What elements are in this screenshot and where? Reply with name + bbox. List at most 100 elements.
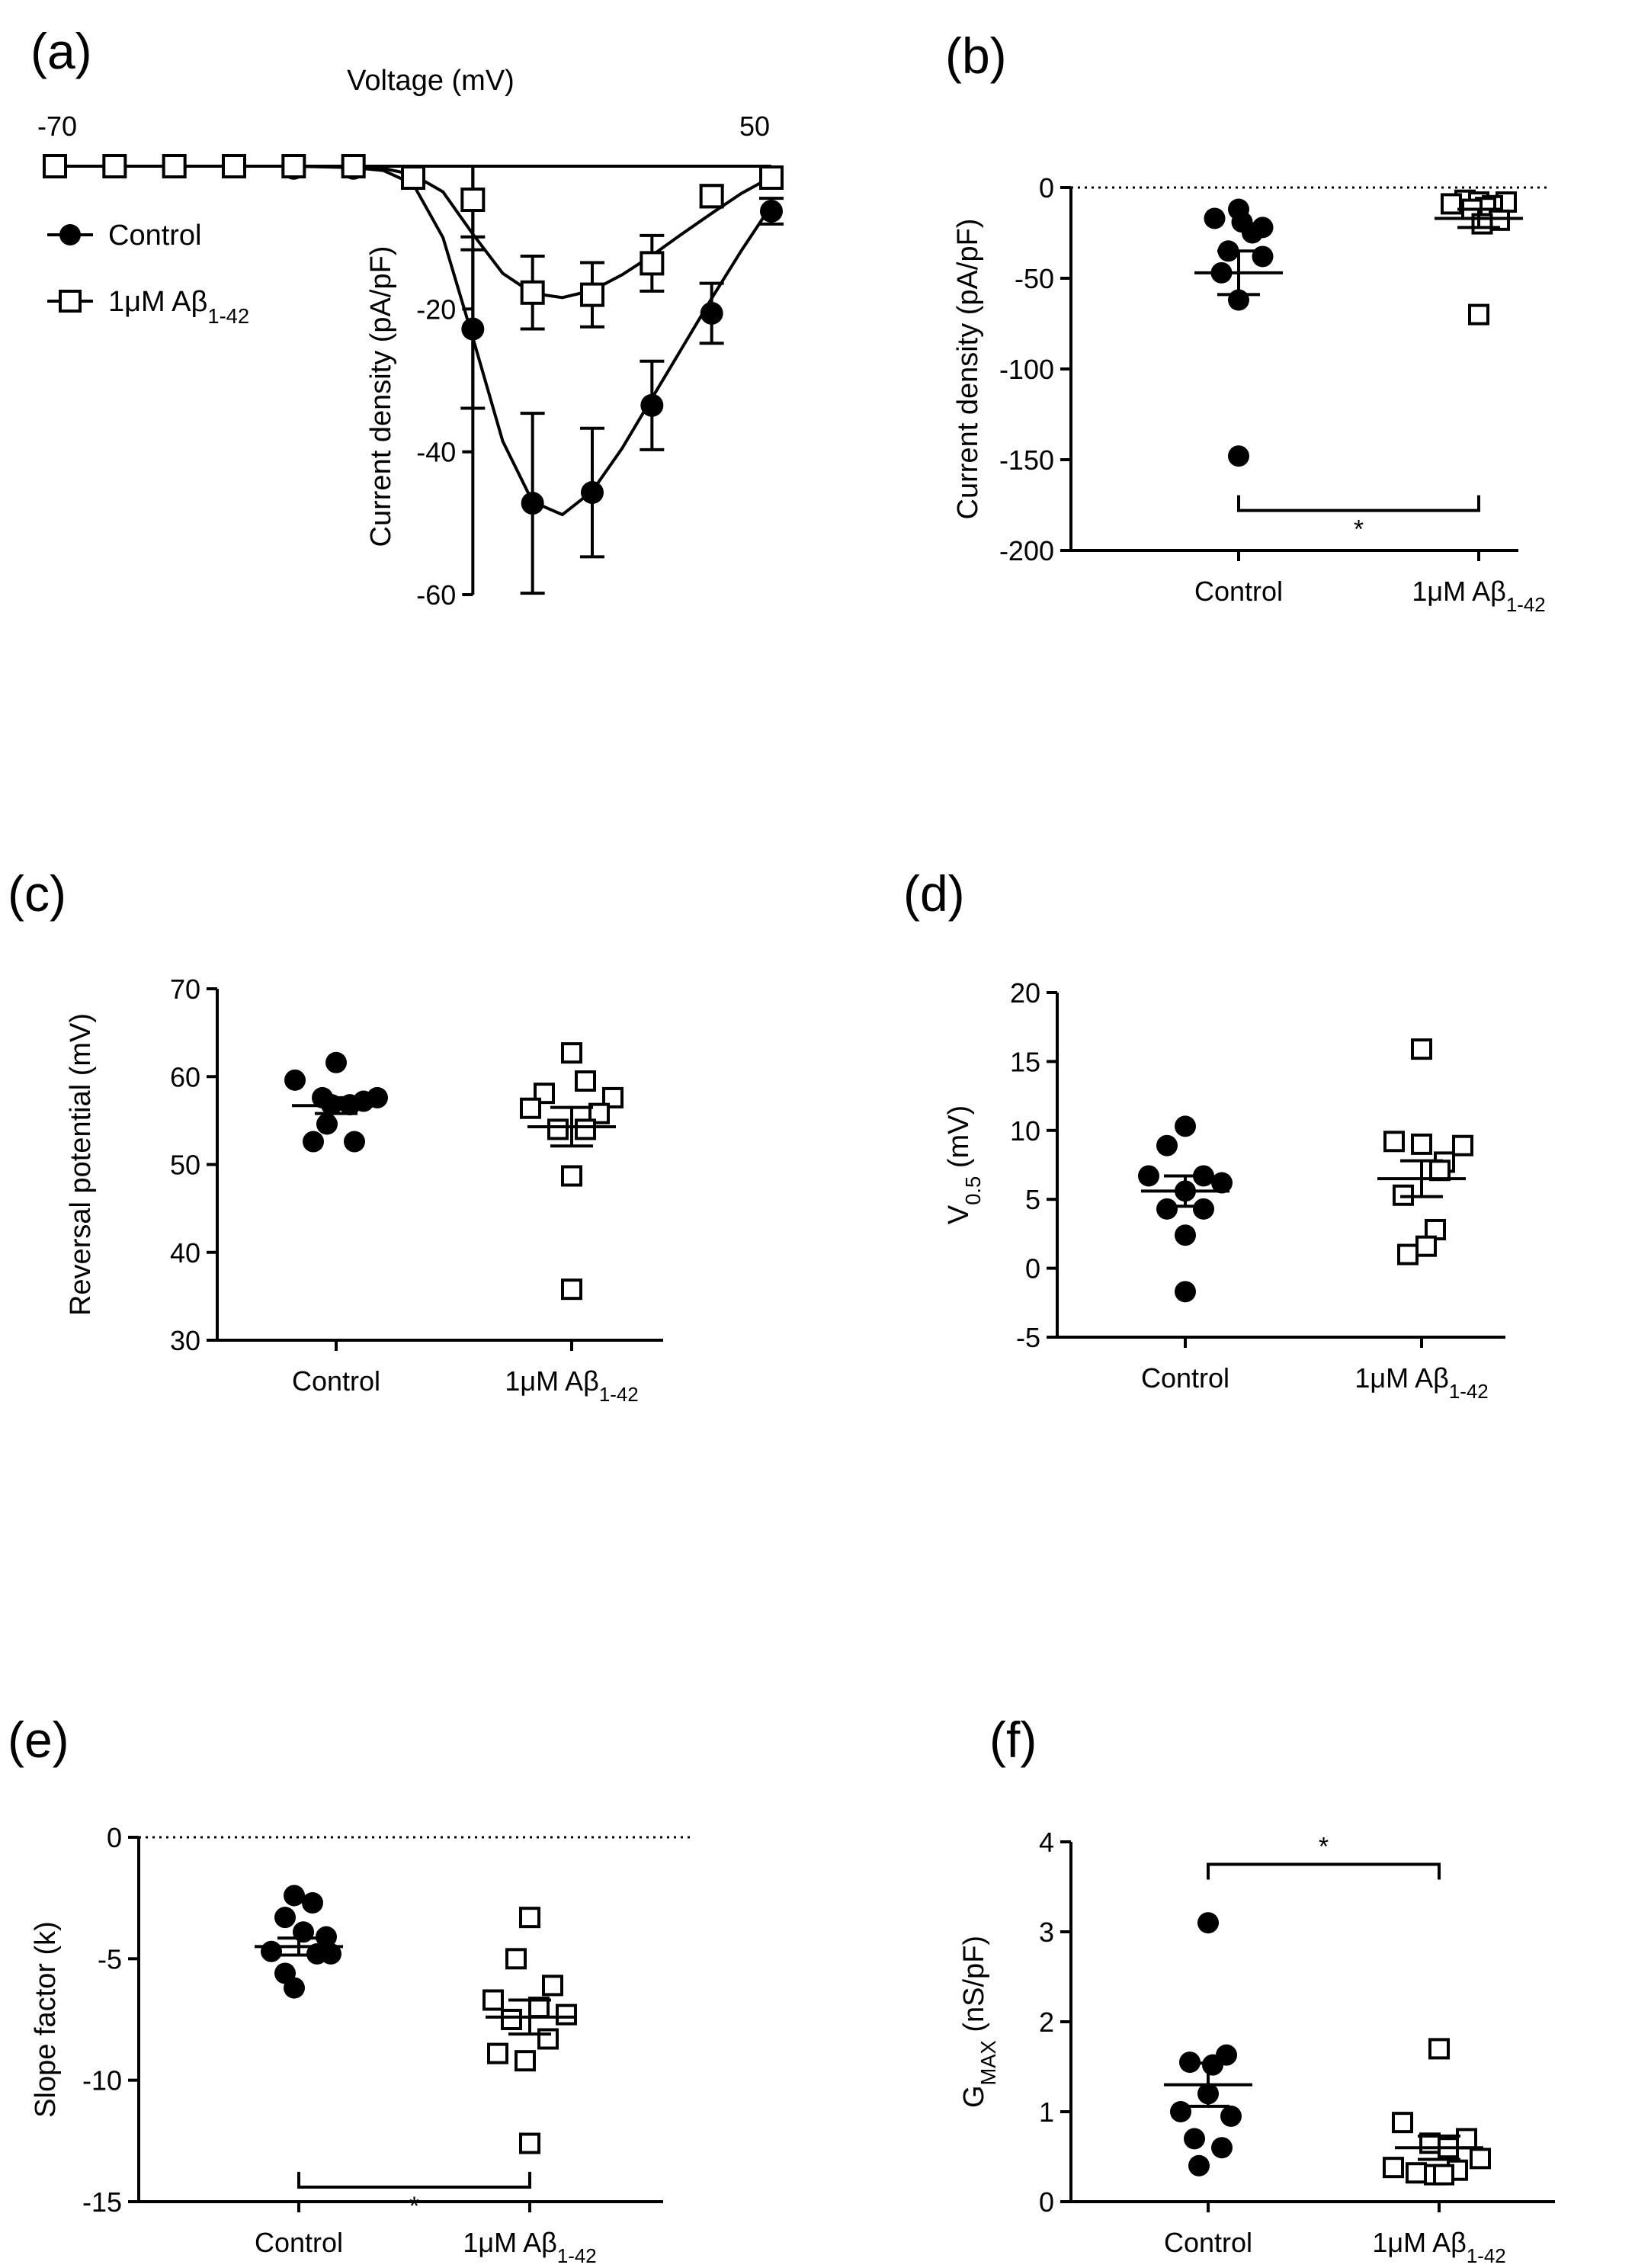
- category-label-abeta-main: 1μM Aβ: [505, 1365, 599, 1397]
- y-tick-label: -15: [82, 2186, 122, 2218]
- abeta-data-point: [222, 154, 246, 178]
- panel-d: (d) -5 0 5 10 15 20 V0.5 (mV) Control 1μM Aβ1-42: [903, 865, 1505, 1403]
- abeta-data-point: [281, 154, 306, 178]
- significance-bracket: *: [297, 2171, 531, 2221]
- significance-star: *: [1354, 515, 1364, 544]
- control-data-point: [700, 301, 723, 325]
- category-label-control: Control: [255, 2227, 343, 2258]
- y-tick-label: 15: [1010, 1046, 1040, 1077]
- control-data-point: [1220, 2105, 1242, 2127]
- category-label-abeta-main: 1μM Aβ: [1372, 2227, 1467, 2258]
- legend-label-abeta-sub: 1-42: [207, 304, 249, 328]
- y-tick-label: -5: [98, 1943, 122, 1974]
- category-label-abeta-main: 1μM Aβ: [463, 2227, 557, 2258]
- abeta-data-point: [341, 154, 366, 178]
- control-data-point: [1138, 1165, 1159, 1187]
- abeta-data-point: [515, 2050, 536, 2072]
- y-tick-label: -60: [416, 579, 456, 611]
- y-axis-label: V0.5 (mV): [943, 1105, 985, 1224]
- control-data-point: [1252, 245, 1274, 268]
- abeta-data-point: [1411, 1133, 1432, 1155]
- significance-star: *: [1319, 1833, 1329, 1862]
- legend-label-control: Control: [108, 220, 202, 252]
- abeta-data-point: [1470, 2148, 1491, 2170]
- y-axis-label-tail: (nS/pF): [958, 1936, 990, 2040]
- control-data-point: [284, 1977, 305, 1999]
- category-label-abeta: 1μM Aβ1-42: [463, 2227, 596, 2267]
- control-data-point: [302, 1892, 323, 1914]
- legend-marker-abeta: [59, 290, 82, 313]
- y-tick-label: 2: [1039, 2007, 1054, 2038]
- abeta-data-point: [460, 188, 486, 213]
- y-tick-label: -5: [1016, 1322, 1040, 1353]
- legend-label-abeta: 1μM Aβ1-42: [108, 286, 249, 328]
- y-axis-label: Slope factor (k): [30, 1921, 62, 2118]
- control-data-point: [1202, 2054, 1223, 2076]
- panel-label: (d): [903, 865, 965, 922]
- y-tick-label: 3: [1039, 1917, 1054, 1948]
- y-tick-label: 1: [1039, 2096, 1054, 2128]
- category-label-abeta-sub: 1-42: [599, 1384, 639, 1406]
- control-data-point: [1211, 2137, 1233, 2159]
- panel-b: (b) 0 -50 -100 -150 -200 Current density (pA/p…: [945, 27, 1549, 616]
- abeta-data-point: [1452, 1134, 1473, 1156]
- panel-e: (e) 0 -5 -10 -15 Slope factor (k) Control 1μM A…: [8, 1711, 694, 2267]
- x-tick-label: -70: [37, 111, 77, 142]
- abeta-data-point: [401, 165, 425, 190]
- abeta-data-point: [520, 280, 545, 305]
- y-axis-label-main: V: [943, 1205, 975, 1224]
- abeta-data-point: [561, 1278, 582, 1301]
- y-tick-label: 0: [1039, 2186, 1054, 2218]
- y-tick-label: 0: [1039, 172, 1054, 204]
- x-axis-label: Voltage (mV): [347, 65, 515, 97]
- control-data-point: [461, 317, 485, 341]
- y-tick-label: 10: [1010, 1115, 1040, 1147]
- category-label-control: Control: [1141, 1362, 1229, 1394]
- abeta-data-point: [580, 282, 604, 307]
- control-data-point: [284, 1069, 306, 1091]
- control-data-point: [581, 481, 604, 505]
- significance-bracket-line: [1237, 495, 1480, 512]
- category-label-abeta-sub: 1-42: [1506, 595, 1546, 616]
- category-label-control: Control: [1164, 2227, 1252, 2258]
- abeta-data-point: [1429, 1160, 1451, 1182]
- control-data-point: [1175, 1115, 1196, 1137]
- abeta-data-point: [482, 1989, 504, 2011]
- abeta-data-point: [1383, 1131, 1405, 1153]
- y-axis-label-sub: 0.5: [961, 1176, 985, 1205]
- abeta-data-point: [1433, 2164, 1454, 2186]
- panel-label: (a): [30, 23, 92, 79]
- control-data-point: [640, 393, 664, 417]
- abeta-data-point: [1406, 2162, 1427, 2184]
- control-data-point: [1175, 1224, 1196, 1246]
- abeta-data-point: [1397, 1243, 1419, 1266]
- panel-label: (c): [8, 865, 66, 922]
- control-data-point: [344, 1131, 365, 1153]
- abeta-data-point: [1383, 2157, 1404, 2179]
- category-label-abeta: 1μM Aβ1-42: [505, 1365, 638, 1406]
- panel-label: (e): [8, 1711, 69, 1768]
- y-axis-label-tail: (mV): [943, 1105, 975, 1176]
- control-data-point: [1156, 1134, 1178, 1156]
- y-tick-label: 70: [170, 974, 200, 1005]
- abeta-data-point: [162, 154, 187, 178]
- y-tick-label: -150: [999, 444, 1054, 476]
- legend-label-abeta-main: 1μM Aβ: [108, 286, 207, 318]
- control-data-point: [1175, 1281, 1196, 1303]
- y-tick-label: 0: [1025, 1253, 1040, 1285]
- category-label-abeta-sub: 1-42: [1449, 1381, 1489, 1403]
- y-axis-label: GMAX (nS/pF): [958, 1936, 1000, 2108]
- abeta-data-point: [1415, 1235, 1437, 1257]
- y-tick-label: 5: [1025, 1184, 1040, 1215]
- control-data-point: [284, 1885, 305, 1907]
- y-tick-label: 50: [170, 1150, 200, 1181]
- y-axis-label-main: G: [958, 2085, 990, 2108]
- abeta-data-point: [1392, 2112, 1413, 2134]
- abeta-data-point: [43, 154, 67, 178]
- control-data-point: [1188, 2154, 1210, 2177]
- control-data-point: [325, 1051, 347, 1073]
- panel-label: (b): [945, 27, 1007, 84]
- control-data-point: [1184, 2128, 1205, 2150]
